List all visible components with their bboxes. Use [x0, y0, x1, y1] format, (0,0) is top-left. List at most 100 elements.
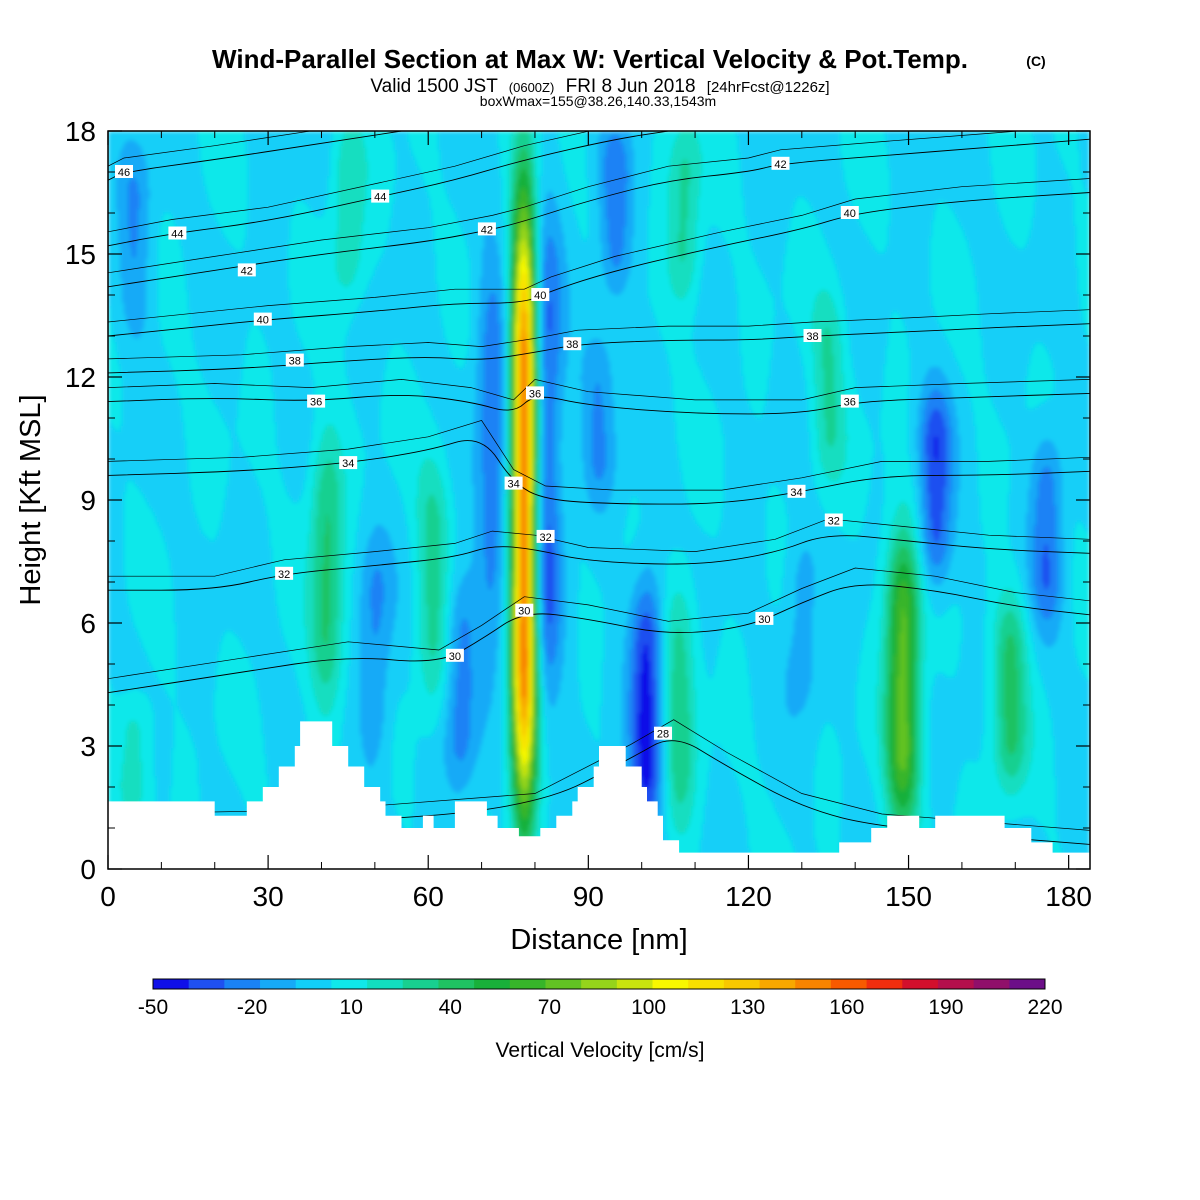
colorbar-swatch	[937, 979, 975, 989]
contour-label-box	[285, 353, 304, 367]
y-tick-label: 6	[80, 608, 96, 639]
contour-label-text: 40	[534, 290, 546, 302]
contour-label-box	[531, 288, 550, 301]
colorbar-tick-label: 220	[1027, 996, 1062, 1019]
contour-label-box	[115, 165, 133, 178]
contour-label-38: 38	[285, 353, 304, 368]
contour-label-text: 44	[171, 229, 183, 241]
colorbar-tick-label: 40	[439, 996, 462, 1019]
colorbar-tick-label: -50	[138, 996, 168, 1019]
theta-contour-42	[108, 138, 1090, 288]
colorbar-tick-label: 130	[730, 996, 765, 1019]
colorbar-swatch	[224, 979, 261, 989]
contour-label-box	[536, 529, 555, 543]
contour-label-box	[477, 222, 496, 236]
contour-label-34: 34	[504, 476, 523, 491]
contour-label-text: 38	[566, 339, 578, 351]
colorbar-swatch	[973, 979, 1010, 989]
contour-label-30: 30	[755, 611, 774, 626]
contour-label-text: 36	[844, 397, 856, 409]
x-tick-label: 180	[1045, 881, 1092, 912]
contour-label-46: 46	[115, 165, 133, 179]
contour-label-42: 42	[477, 222, 496, 236]
contour-label-32: 32	[275, 566, 294, 581]
contour-label-text: 42	[481, 224, 493, 236]
contour-label-box	[755, 611, 774, 625]
contour-label-36: 36	[307, 394, 326, 409]
contour-label-box	[445, 648, 464, 662]
theta-contour-44-5	[108, 131, 591, 233]
colorbar-swatch	[331, 979, 368, 989]
contour-label-32: 32	[536, 529, 555, 544]
contour-label-box	[526, 386, 544, 400]
contour-label-text: 32	[828, 516, 840, 528]
theta-contour-46-5	[108, 131, 313, 167]
colorbar-frame	[152, 978, 1046, 990]
contour-label-text: 36	[310, 397, 322, 409]
colorbar-swatch	[688, 979, 725, 989]
theta-contour-28-5	[108, 719, 1090, 831]
colorbar-label: Vertical Velocity [cm/s]	[496, 1039, 705, 1062]
contour-label-text: 30	[518, 606, 530, 618]
forecast-info: [24hrFcst@1226z]	[707, 79, 830, 96]
y-tick-label: 18	[65, 116, 96, 147]
x-tick-label: 60	[413, 881, 444, 912]
contour-label-text: 38	[806, 331, 818, 343]
contour-label-text: 34	[790, 487, 802, 499]
contour-label-38: 38	[563, 337, 582, 351]
colorbar-swatch	[723, 979, 761, 989]
x-tick-label: 150	[885, 881, 932, 912]
contour-label-36: 36	[840, 394, 859, 409]
contour-label-box	[787, 484, 806, 498]
chart-title: Wind-Parallel Section at Max W: Vertical…	[212, 44, 968, 74]
contour-label-36: 36	[526, 386, 544, 400]
colorbar-swatch	[795, 979, 832, 989]
colorbar-swatch	[545, 979, 582, 989]
contour-label-text: 34	[507, 479, 519, 491]
theta-contour-34	[108, 440, 1090, 505]
y-tick-label: 0	[80, 854, 96, 885]
contour-label-box	[824, 513, 843, 527]
plot-area: 46 44 44 42 42 42 40 40 40 38 38 38 36 36 36 34 34 34 32 32…	[108, 131, 1090, 869]
colorbar-tick-label: -20	[237, 996, 267, 1019]
colorbar-swatch	[866, 979, 903, 989]
contour-label-34: 34	[787, 484, 806, 499]
valid-utc: (0600Z)	[509, 80, 555, 95]
colorbar-swatch	[188, 979, 225, 989]
colorbar-swatch	[902, 979, 939, 989]
theta-contour-40-5	[108, 178, 1090, 323]
contour-label-34: 34	[339, 456, 358, 470]
contour-label-box	[563, 337, 582, 351]
contour-label-box	[253, 312, 272, 326]
contour-label-box	[504, 476, 523, 490]
theta-contour-42-5	[108, 131, 1023, 274]
colorbar-swatch	[759, 979, 796, 989]
theta-contour-36-5	[108, 379, 1090, 401]
contour-label-text: 32	[278, 569, 290, 581]
contour-label-box	[307, 394, 326, 408]
contour-label-box	[840, 206, 859, 219]
valid-date: FRI 8 Jun 2018	[566, 76, 696, 97]
potential-temperature-contours	[108, 131, 1090, 845]
contour-label-text: 44	[374, 192, 386, 204]
contour-label-30: 30	[445, 648, 464, 663]
contour-label-42: 42	[771, 156, 790, 171]
contour-label-38: 38	[803, 329, 822, 343]
contour-label-text: 46	[118, 167, 130, 179]
y-tick-label: 12	[65, 362, 96, 393]
valid-time-line: Valid 1500 JST (0600Z) FRI 8 Jun 2018 [2…	[370, 76, 829, 97]
theta-contour-30-5	[108, 567, 1090, 680]
contour-label-box	[371, 189, 390, 203]
contour-label-44: 44	[168, 226, 187, 241]
colorbar-swatch	[1009, 979, 1046, 989]
colorbar: -50 -20 10 40 70 100 130 160 190 220	[138, 978, 1063, 1019]
contour-label-box	[275, 566, 294, 580]
colorbar-swatch	[260, 979, 297, 989]
x-tick-label: 30	[253, 881, 284, 912]
colorbar-tick-label: 190	[928, 996, 963, 1019]
y-axis-label: Height [Kft MSL]	[15, 394, 47, 605]
contour-label-text: 32	[539, 532, 551, 544]
contour-label-40: 40	[531, 288, 550, 302]
contour-label-text: 36	[529, 388, 541, 400]
